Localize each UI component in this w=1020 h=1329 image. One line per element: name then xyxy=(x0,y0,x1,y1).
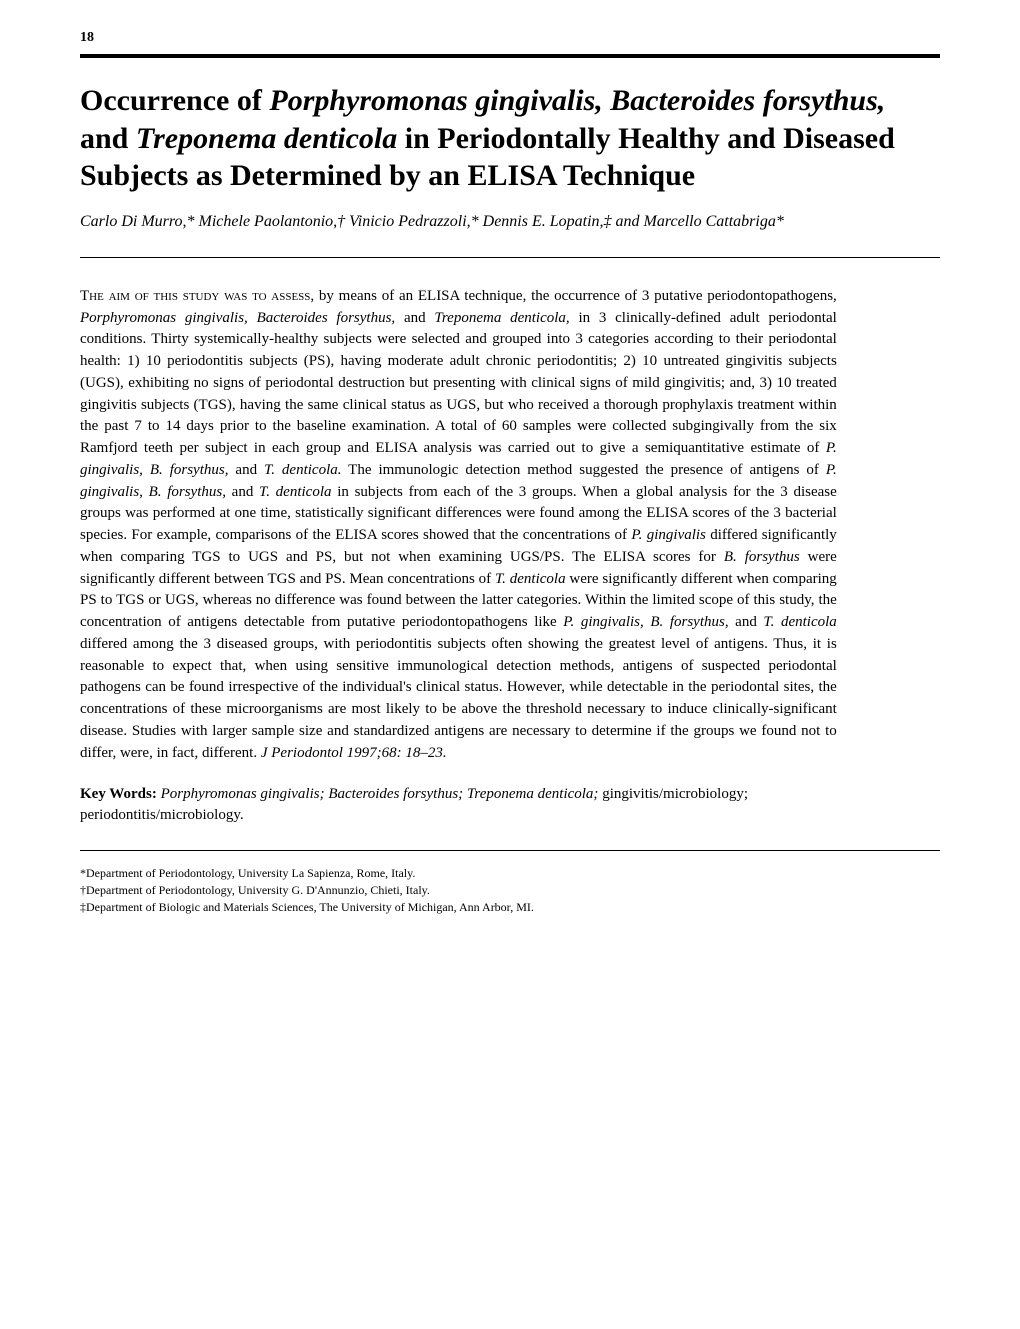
abstract-part: The immunologic detection method suggest… xyxy=(342,462,826,478)
keywords: Key Words: Porphyromonas gingivalis; Bac… xyxy=(80,784,837,826)
authors: Carlo Di Murro,* Michele Paolantonio,† V… xyxy=(80,211,940,233)
title-part: and xyxy=(80,122,136,155)
title-part: Porphyromonas gingivalis, Bacteroides fo… xyxy=(269,84,885,117)
affiliations: *Department of Periodontology, Universit… xyxy=(80,865,940,915)
abstract-part: by means of an ELISA technique, the occu… xyxy=(314,288,837,304)
affiliation-line: †Department of Periodontology, Universit… xyxy=(80,882,940,899)
abstract-part: T. denticola xyxy=(763,614,836,630)
keywords-label: Key Words: xyxy=(80,786,157,802)
abstract-part: and xyxy=(228,462,264,478)
article-title: Occurrence of Porphyromonas gingivalis, … xyxy=(80,82,940,195)
title-part: Treponema denticola xyxy=(136,122,397,155)
abstract-part: T. denticola. xyxy=(264,462,342,478)
abstract-part: Treponema denticola, xyxy=(434,310,569,326)
abstract-part: P. gingivalis, B. forsythus, xyxy=(563,614,728,630)
abstract-part: and xyxy=(395,310,434,326)
keywords-italic: Porphyromonas gingivalis; Bacteroides fo… xyxy=(161,786,599,802)
abstract-top-rule xyxy=(80,257,940,258)
abstract-part: B. forsythus xyxy=(724,549,800,565)
affiliation-rule xyxy=(80,850,940,851)
title-part: Occurrence of xyxy=(80,84,269,117)
abstract-part: and xyxy=(729,614,764,630)
affiliation-line: ‡Department of Biologic and Materials Sc… xyxy=(80,899,940,916)
abstract-part: differed among the 3 diseased groups, wi… xyxy=(80,636,837,761)
abstract-part: Porphyromonas gingivalis, Bacteroides fo… xyxy=(80,310,395,326)
top-rule xyxy=(80,54,940,58)
abstract-part: P. gingivalis xyxy=(631,527,706,543)
abstract-lead: The aim of this study was to assess, xyxy=(80,288,314,304)
page-number: 18 xyxy=(80,30,940,46)
abstract-part: in 3 clinically-defined adult periodonta… xyxy=(80,310,837,457)
abstract-part: and xyxy=(226,484,259,500)
abstract-part: J Periodontol 1997;68: 18–23. xyxy=(261,745,447,761)
affiliation-line: *Department of Periodontology, Universit… xyxy=(80,865,940,882)
abstract-part: T. denticola xyxy=(495,571,566,587)
abstract-part: T. denticola xyxy=(259,484,332,500)
abstract-text: The aim of this study was to assess, by … xyxy=(80,286,837,765)
